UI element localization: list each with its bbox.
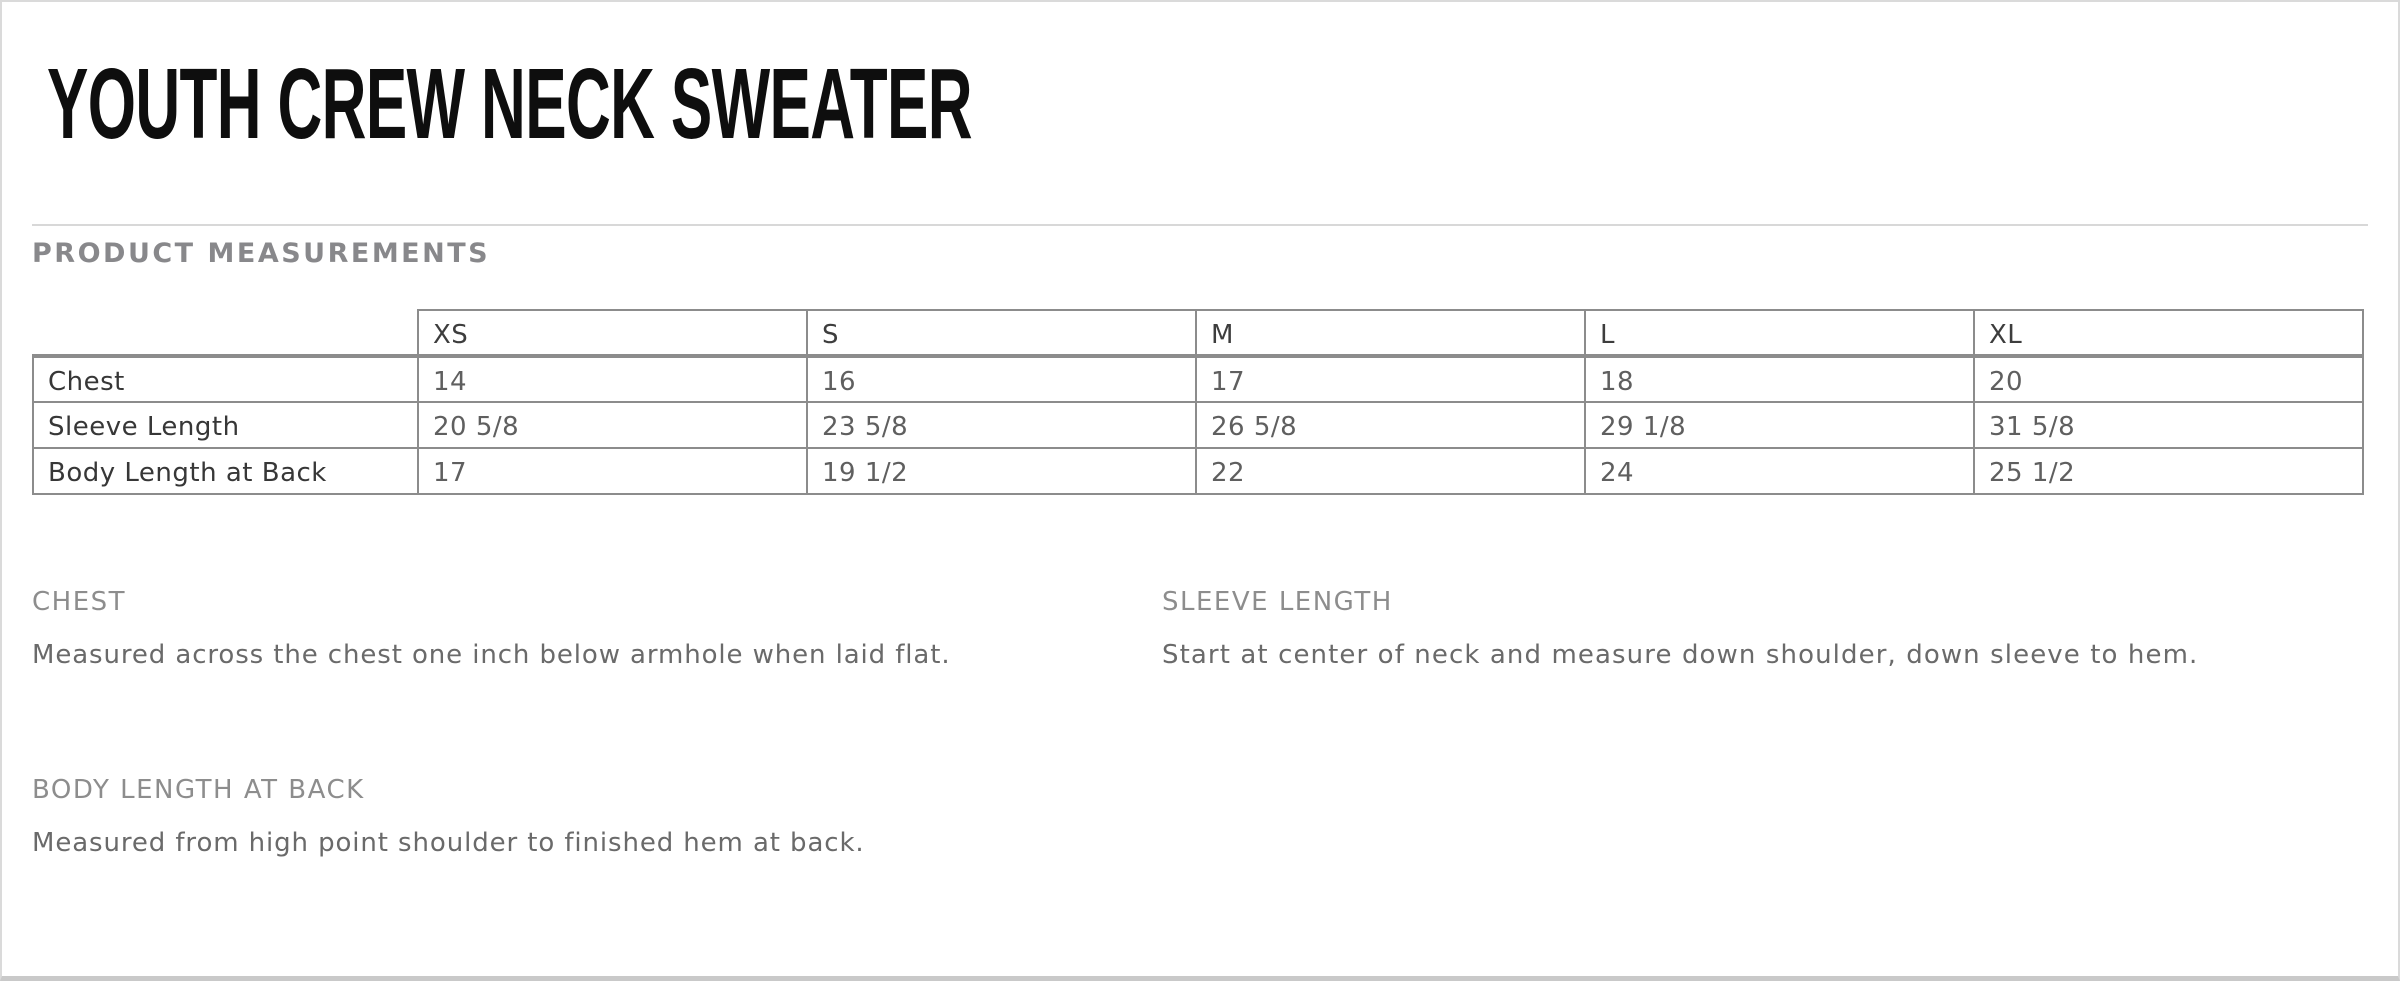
table-row-sleeve-length: Sleeve Length 20 5/8 23 5/8 26 5/8 29 1/… (32, 401, 2364, 449)
row-label: Body Length at Back (32, 447, 419, 495)
definition-term: SLEEVE LENGTH (1162, 587, 1393, 617)
definition-description: Measured from high point shoulder to fin… (32, 828, 865, 858)
measurement-definitions: CHEST Measured across the chest one inch… (32, 587, 2368, 867)
size-measurements-table: XS S M L XL Chest 14 16 17 18 20 Sleeve … (32, 309, 2364, 495)
measurement-value: 29 1/8 (1584, 401, 1975, 449)
measurement-value: 18 (1584, 354, 1975, 403)
measurement-value: 20 5/8 (417, 401, 808, 449)
measurement-value: 20 (1973, 354, 2364, 403)
size-column-header-l: L (1584, 309, 1975, 357)
measurement-value: 16 (806, 354, 1197, 403)
measurement-value: 17 (417, 447, 808, 495)
row-label: Chest (32, 354, 419, 403)
title-divider (32, 224, 2368, 226)
table-row-body-length-at-back: Body Length at Back 17 19 1/2 22 24 25 1… (32, 447, 2364, 495)
page-title: YOUTH CREW NECK SWEATER (47, 48, 973, 160)
corner-empty-cell (33, 310, 418, 356)
size-column-header-xs: XS (417, 309, 808, 357)
size-column-header-xl: XL (1973, 309, 2364, 357)
definition-body-length-at-back: BODY LENGTH AT BACK Measured from high p… (32, 775, 1162, 867)
definition-term: BODY LENGTH AT BACK (32, 775, 365, 805)
row-label: Sleeve Length (32, 401, 419, 449)
definition-description: Start at center of neck and measure down… (1162, 640, 2199, 670)
measurement-value: 31 5/8 (1973, 401, 2364, 449)
definition-description: Measured across the chest one inch below… (32, 640, 951, 670)
measurement-value: 17 (1195, 354, 1586, 403)
table-row-chest: Chest 14 16 17 18 20 (32, 354, 2364, 403)
measurement-value: 26 5/8 (1195, 401, 1586, 449)
measurement-value: 14 (417, 354, 808, 403)
measurement-value: 25 1/2 (1973, 447, 2364, 495)
product-measurements-heading: PRODUCT MEASUREMENTS (32, 238, 491, 269)
definition-term: CHEST (32, 587, 127, 617)
definition-sleeve-length: SLEEVE LENGTH Start at center of neck an… (1162, 587, 2368, 679)
measurement-value: 19 1/2 (806, 447, 1197, 495)
measurement-value: 24 (1584, 447, 1975, 495)
definition-chest: CHEST Measured across the chest one inch… (32, 587, 1162, 679)
size-column-header-m: M (1195, 309, 1586, 357)
size-column-header-s: S (806, 309, 1197, 357)
size-header-row: XS S M L XL (33, 309, 2364, 357)
measurement-value: 22 (1195, 447, 1586, 495)
measurement-value: 23 5/8 (806, 401, 1197, 449)
